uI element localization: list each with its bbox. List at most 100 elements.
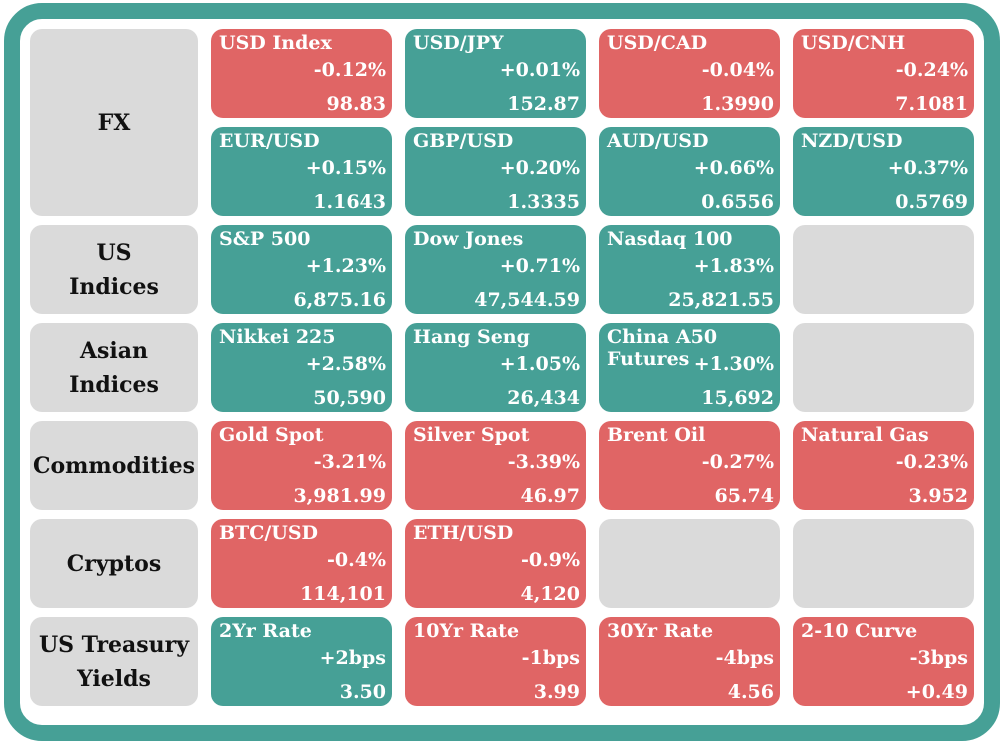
empty-tile bbox=[793, 225, 974, 314]
category-asian-indices: Asian Indices bbox=[30, 323, 198, 412]
tile-name: Hang Seng bbox=[413, 326, 530, 348]
tile-2-10-curve: 2-10 Curve -3bps +0.49 bbox=[793, 617, 974, 706]
tile-name: Nasdaq 100 bbox=[607, 228, 733, 250]
tile-name: BTC/USD bbox=[219, 522, 319, 544]
tile-name: 10Yr Rate bbox=[413, 620, 520, 642]
tile-value: 1.1643 bbox=[313, 191, 386, 213]
tile-name: Gold Spot bbox=[219, 424, 324, 446]
tile-usd-index: USD Index -0.12% 98.83 bbox=[211, 29, 392, 118]
tile-name: S&P 500 bbox=[219, 228, 311, 250]
tile-name: ETH/USD bbox=[413, 522, 514, 544]
tile-value: 0.5769 bbox=[895, 191, 968, 213]
tile-gbp-usd: GBP/USD +0.20% 1.3335 bbox=[405, 127, 586, 216]
tile-value: 7.1081 bbox=[895, 93, 968, 115]
tile-name: USD/CNH bbox=[801, 32, 906, 54]
tile-name: Silver Spot bbox=[413, 424, 530, 446]
tile-value: 4.56 bbox=[727, 681, 774, 703]
tile-value: 1.3335 bbox=[507, 191, 580, 213]
tile-name: 30Yr Rate bbox=[607, 620, 714, 642]
tile-name: USD/CAD bbox=[607, 32, 708, 54]
category-fx: FX bbox=[30, 29, 198, 216]
tile-value: 114,101 bbox=[300, 583, 386, 605]
tile-change: +0.71% bbox=[499, 255, 580, 277]
tile-name: GBP/USD bbox=[413, 130, 514, 152]
tile-change: -3.21% bbox=[313, 451, 386, 473]
tile-name: NZD/USD bbox=[801, 130, 903, 152]
empty-tile bbox=[599, 519, 780, 608]
tile-change: -1bps bbox=[521, 647, 580, 669]
category-commodities: Commodities bbox=[30, 421, 198, 510]
tile-change: +2bps bbox=[319, 647, 386, 669]
tile-value: 47,544.59 bbox=[474, 289, 580, 311]
tile-value: 6,875.16 bbox=[293, 289, 386, 311]
tile-name: Dow Jones bbox=[413, 228, 524, 250]
tile-change: +2.58% bbox=[305, 353, 386, 375]
tile-name: 2Yr Rate bbox=[219, 620, 312, 642]
tile-2yr-rate: 2Yr Rate +2bps 3.50 bbox=[211, 617, 392, 706]
tile-btc-usd: BTC/USD -0.4% 114,101 bbox=[211, 519, 392, 608]
tile-usd-cnh: USD/CNH -0.24% 7.1081 bbox=[793, 29, 974, 118]
tile-name: Nikkei 225 bbox=[219, 326, 336, 348]
tile-change: +0.37% bbox=[887, 157, 968, 179]
tile-name: USD/JPY bbox=[413, 32, 504, 54]
tile-value: +0.49 bbox=[905, 681, 968, 703]
tile-change: -0.24% bbox=[895, 59, 968, 81]
tile-value: 3.952 bbox=[908, 485, 969, 507]
tile-name: USD Index bbox=[219, 32, 332, 54]
tile-value: 46.97 bbox=[520, 485, 581, 507]
tile-name: China A50 Futures bbox=[607, 326, 718, 370]
tile-value: 65.74 bbox=[714, 485, 775, 507]
market-grid: FX USD Index -0.12% 98.83 USD/JPY +0.01%… bbox=[30, 29, 974, 706]
empty-tile bbox=[793, 323, 974, 412]
tile-dow-jones: Dow Jones +0.71% 47,544.59 bbox=[405, 225, 586, 314]
tile-change: +1.05% bbox=[499, 353, 580, 375]
tile-silver-spot: Silver Spot -3.39% 46.97 bbox=[405, 421, 586, 510]
tile-eth-usd: ETH/USD -0.9% 4,120 bbox=[405, 519, 586, 608]
tile-brent-oil: Brent Oil -0.27% 65.74 bbox=[599, 421, 780, 510]
tile-value: 25,821.55 bbox=[668, 289, 774, 311]
tile-usd-jpy: USD/JPY +0.01% 152.87 bbox=[405, 29, 586, 118]
tile-change: -0.23% bbox=[895, 451, 968, 473]
tile-value: 3.50 bbox=[339, 681, 386, 703]
tile-value: 3,981.99 bbox=[293, 485, 386, 507]
tile-name: 2-10 Curve bbox=[801, 620, 918, 642]
tile-value: 98.83 bbox=[326, 93, 387, 115]
tile-nzd-usd: NZD/USD +0.37% 0.5769 bbox=[793, 127, 974, 216]
tile-value: 26,434 bbox=[507, 387, 580, 409]
tile-change: +0.20% bbox=[499, 157, 580, 179]
tile-nikkei-225: Nikkei 225 +2.58% 50,590 bbox=[211, 323, 392, 412]
tile-value: 50,590 bbox=[313, 387, 386, 409]
tile-hang-seng: Hang Seng +1.05% 26,434 bbox=[405, 323, 586, 412]
tile-value: 152.87 bbox=[507, 93, 580, 115]
tile-value: 3.99 bbox=[533, 681, 580, 703]
tile-change: -0.9% bbox=[521, 549, 580, 571]
tile-value: 4,120 bbox=[520, 583, 581, 605]
tile-eur-usd: EUR/USD +0.15% 1.1643 bbox=[211, 127, 392, 216]
empty-tile bbox=[793, 519, 974, 608]
tile-change: +1.30% bbox=[693, 353, 774, 375]
tile-10yr-rate: 10Yr Rate -1bps 3.99 bbox=[405, 617, 586, 706]
tile-change: -4bps bbox=[715, 647, 774, 669]
tile-change: +0.15% bbox=[305, 157, 386, 179]
tile-usd-cad: USD/CAD -0.04% 1.3990 bbox=[599, 29, 780, 118]
tile-value: 1.3990 bbox=[701, 93, 774, 115]
tile-value: 0.6556 bbox=[701, 191, 774, 213]
tile-change: +1.23% bbox=[305, 255, 386, 277]
tile-name: AUD/USD bbox=[607, 130, 709, 152]
tile-change: -3bps bbox=[909, 647, 968, 669]
tile-name: Brent Oil bbox=[607, 424, 706, 446]
tile-change: +0.66% bbox=[693, 157, 774, 179]
category-us-treasury-yields: US Treasury Yields bbox=[30, 617, 198, 706]
tile-name: Natural Gas bbox=[801, 424, 929, 446]
tile-sp-500: S&P 500 +1.23% 6,875.16 bbox=[211, 225, 392, 314]
tile-change: +0.01% bbox=[499, 59, 580, 81]
tile-change: -3.39% bbox=[507, 451, 580, 473]
tile-change: -0.12% bbox=[313, 59, 386, 81]
tile-name: EUR/USD bbox=[219, 130, 320, 152]
category-cryptos: Cryptos bbox=[30, 519, 198, 608]
tile-change: -0.4% bbox=[327, 549, 386, 571]
tile-nasdaq-100: Nasdaq 100 +1.83% 25,821.55 bbox=[599, 225, 780, 314]
tile-30yr-rate: 30Yr Rate -4bps 4.56 bbox=[599, 617, 780, 706]
tile-natural-gas: Natural Gas -0.23% 3.952 bbox=[793, 421, 974, 510]
tile-change: -0.04% bbox=[701, 59, 774, 81]
